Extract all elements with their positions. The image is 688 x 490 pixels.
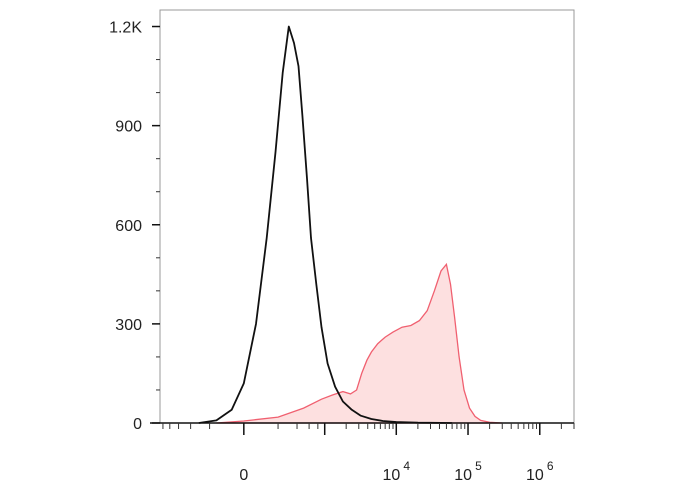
x-tick-label: 0 — [239, 467, 248, 484]
y-axis: 0 300 600 900 1.2K — [109, 20, 160, 433]
y-tick-label: 900 — [115, 119, 142, 136]
y-tick-label: 600 — [115, 218, 142, 235]
x-tick-label: 104 — [383, 459, 411, 484]
y-tick-label: 1.2K — [109, 20, 142, 37]
unstained-histogram-line — [198, 25, 453, 424]
x-axis: 0 104 105 106 — [150, 422, 575, 484]
series-layer — [198, 25, 503, 424]
x-tick-label: 106 — [526, 459, 554, 484]
y-tick-label: 300 — [115, 317, 142, 334]
x-tick-label: 105 — [454, 459, 482, 484]
stained-histogram-area — [216, 262, 503, 424]
y-tick-label: 0 — [133, 416, 142, 433]
